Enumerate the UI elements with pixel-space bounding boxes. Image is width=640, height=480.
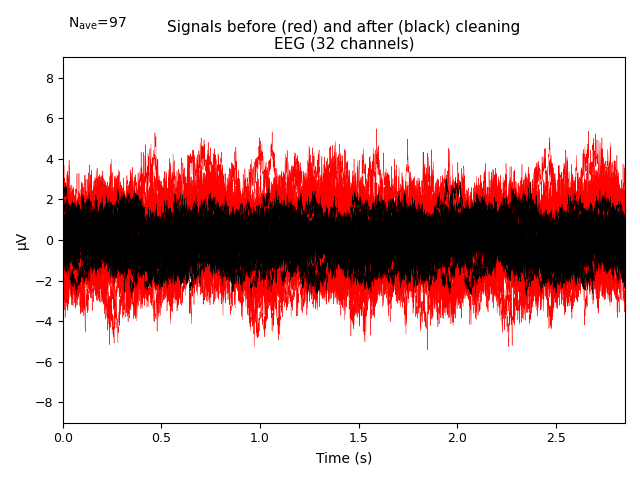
X-axis label: Time (s): Time (s) xyxy=(316,451,372,465)
Y-axis label: μV: μV xyxy=(15,231,29,249)
Text: N$_{\mathregular{ave}}$=97: N$_{\mathregular{ave}}$=97 xyxy=(68,15,127,32)
Title: Signals before (red) and after (black) cleaning
EEG (32 channels): Signals before (red) and after (black) c… xyxy=(167,20,520,52)
